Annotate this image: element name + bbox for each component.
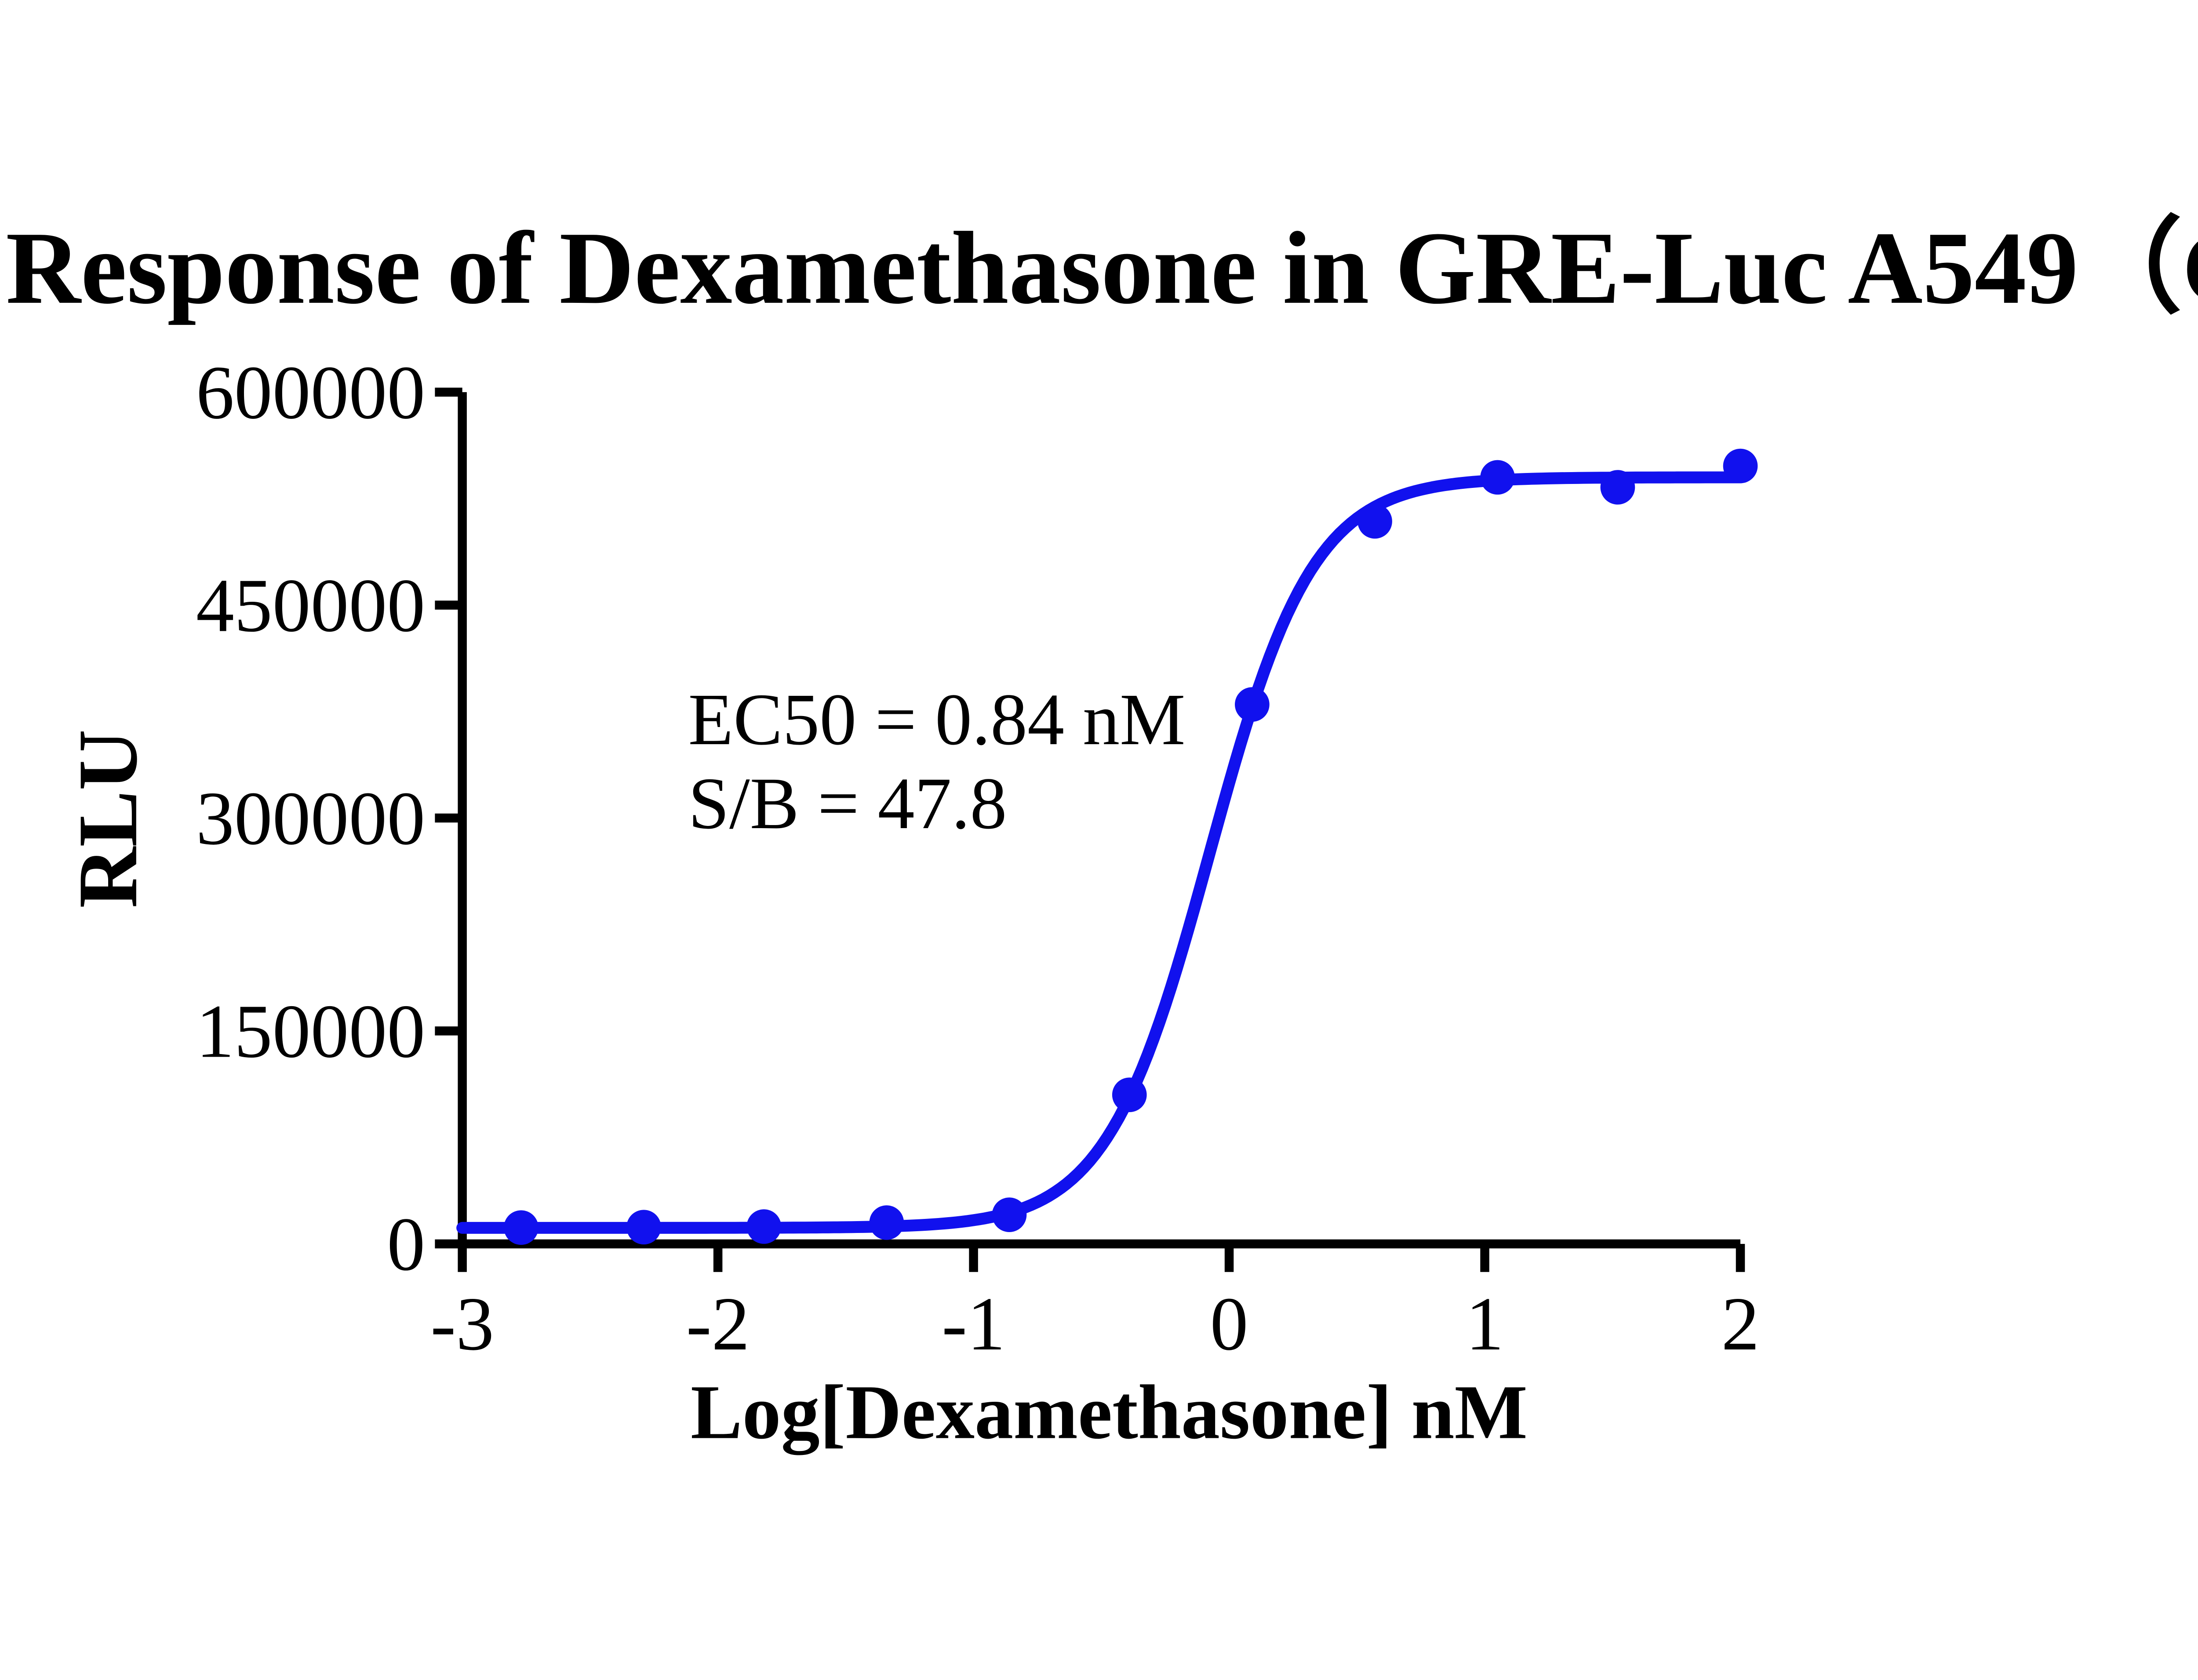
data-point [1723,448,1758,484]
y-tick-label: 300000 [196,776,425,861]
x-tick-label: 1 [1466,1281,1504,1366]
x-axis-ticks [458,1244,1745,1272]
x-tick-label: 0 [1210,1281,1248,1366]
annotation-signal-background: S/B = 47.8 [688,763,1007,844]
y-tick-label: 450000 [196,563,425,648]
data-point [626,1210,661,1245]
chart-title: Dose Response of Dexamethasone in GRE-Lu… [0,211,2198,326]
data-point [992,1197,1027,1232]
y-tick-label: 0 [387,1202,425,1287]
x-tick-label: -3 [430,1281,494,1366]
y-axis-title: RLU [61,729,155,908]
data-point [869,1205,904,1240]
x-axis-title: Log[Dexamethasone] nM [691,1370,1528,1455]
data-point [1480,460,1515,495]
data-point [1600,470,1635,505]
y-axis-ticks [435,387,462,1249]
x-axis-tick-labels: -3 -2 -1 0 1 2 [430,1281,1759,1366]
x-tick-label: 2 [1721,1281,1760,1366]
x-tick-label: -2 [686,1281,750,1366]
data-point [746,1209,782,1244]
y-tick-label: 150000 [196,989,425,1073]
data-point [1357,504,1392,539]
fit-curve [456,471,1747,1234]
x-tick-label: -1 [942,1281,1005,1366]
y-tick-label: 600000 [196,350,425,435]
data-points [504,448,1758,1245]
y-axis-tick-labels: 0 150000 300000 450000 600000 [196,350,425,1287]
data-point [504,1210,539,1245]
chart-background [0,151,2198,1529]
annotation-ec50: EC50 = 0.84 nM [688,679,1186,760]
data-point [1112,1077,1147,1113]
data-point [1235,687,1270,722]
